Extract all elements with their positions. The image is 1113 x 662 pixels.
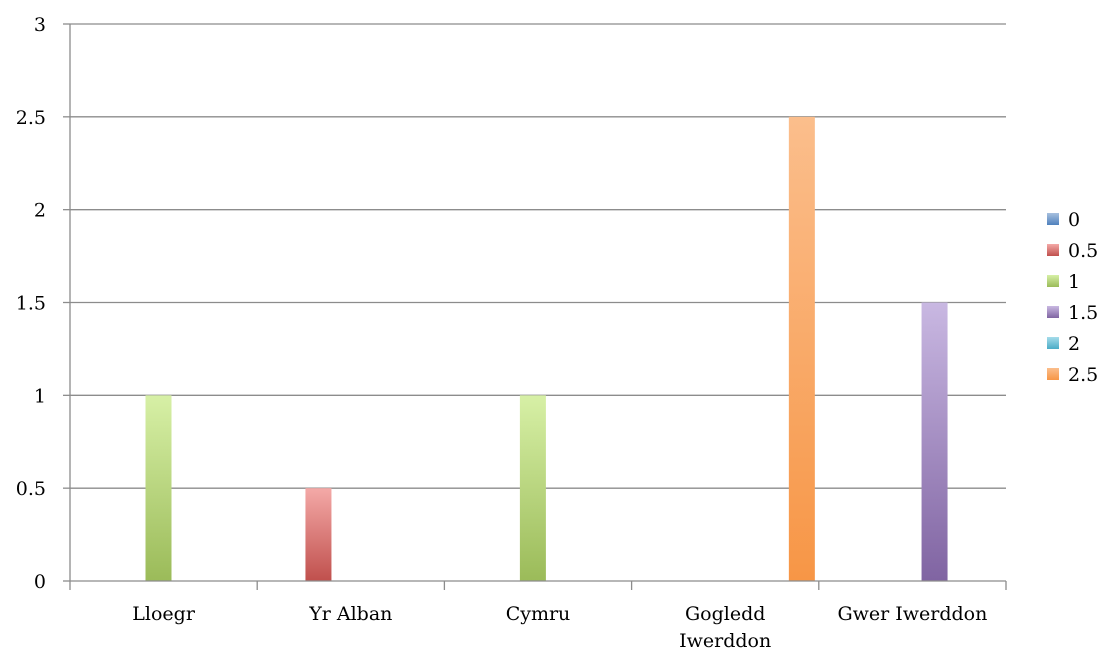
legend-item: 0.5 bbox=[1047, 240, 1098, 262]
x-category-label: Lloegr bbox=[132, 603, 196, 625]
legend-label: 0 bbox=[1068, 209, 1080, 231]
bar-1-cat-2 bbox=[519, 395, 546, 581]
legend-swatch bbox=[1047, 368, 1059, 380]
axes: 0 0.5 1 1.5 2 2.5 3 Lloegr Yr Alban Cymru Gogledd I… bbox=[16, 14, 1007, 652]
y-tick-label: 1 bbox=[34, 385, 46, 407]
legend-swatch bbox=[1047, 337, 1059, 349]
legend-label: 2.5 bbox=[1068, 364, 1098, 386]
y-tick-label: 2.5 bbox=[16, 107, 46, 129]
bar-1-5-cat-4 bbox=[921, 302, 948, 581]
legend-label: 1.5 bbox=[1068, 302, 1098, 324]
legend-swatch bbox=[1047, 275, 1059, 287]
bar-1-cat-0 bbox=[145, 395, 172, 581]
legend-label: 1 bbox=[1068, 271, 1080, 293]
y-tick-label: 0 bbox=[34, 571, 46, 593]
y-tick-label: 3 bbox=[34, 14, 46, 36]
y-tick-label: 0.5 bbox=[16, 478, 46, 500]
legend-swatch bbox=[1047, 306, 1059, 318]
y-tick-label: 1.5 bbox=[16, 293, 46, 315]
x-category-label: Iwerddon bbox=[679, 630, 771, 652]
legend-swatch bbox=[1047, 244, 1059, 256]
x-category-label: Gogledd bbox=[685, 603, 765, 625]
legend-item: 1.5 bbox=[1047, 302, 1098, 324]
legend: 0 0.5 1 1.5 2 2.5 bbox=[1047, 209, 1098, 386]
bar-0-5-cat-1 bbox=[305, 488, 332, 581]
gridlines bbox=[70, 23, 1006, 489]
legend-item: 1 bbox=[1047, 271, 1080, 293]
legend-swatch bbox=[1047, 213, 1059, 225]
x-category-label: Cymru bbox=[506, 603, 571, 625]
bars bbox=[145, 116, 948, 581]
y-tick-label: 2 bbox=[34, 200, 46, 222]
legend-item: 2.5 bbox=[1047, 364, 1098, 386]
x-category-label: Gwer Iwerddon bbox=[837, 603, 987, 625]
legend-label: 0.5 bbox=[1068, 240, 1098, 262]
legend-item: 2 bbox=[1047, 333, 1080, 355]
bar-2-5-cat-3 bbox=[788, 116, 815, 581]
legend-label: 2 bbox=[1068, 333, 1080, 355]
x-category-label: Yr Alban bbox=[308, 603, 392, 625]
legend-item: 0 bbox=[1047, 209, 1080, 231]
